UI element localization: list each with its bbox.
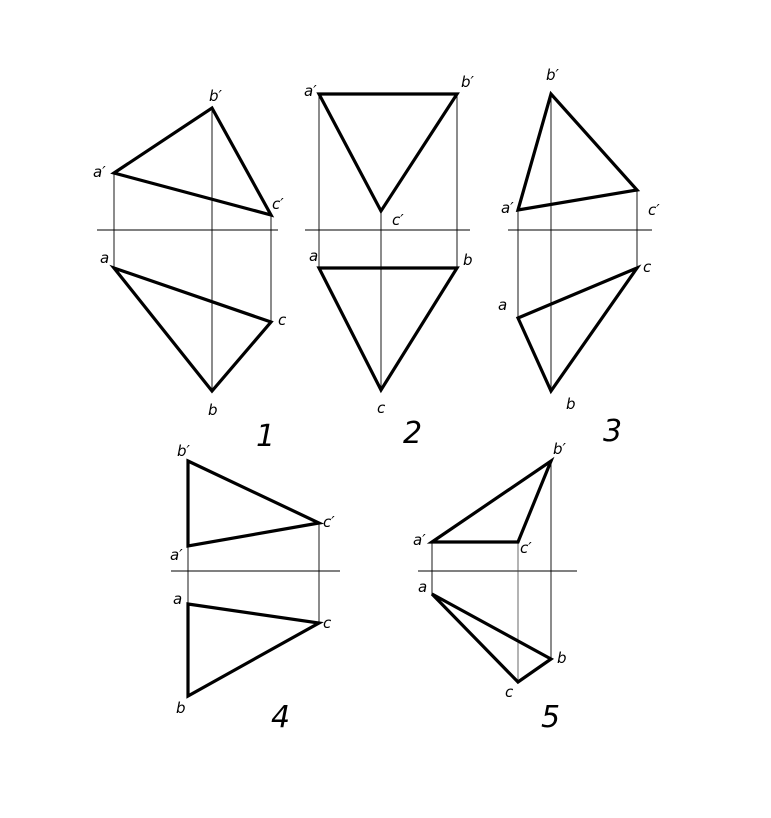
label-b-prime: b′ bbox=[177, 442, 191, 460]
label-a: a bbox=[498, 296, 507, 314]
figure-number: 4 bbox=[271, 700, 290, 735]
label-c: c bbox=[323, 614, 332, 632]
frontal-projection-triangle bbox=[110, 105, 275, 218]
label-b-prime: b′ bbox=[209, 87, 223, 105]
label-b: b bbox=[463, 251, 473, 269]
label-b: b bbox=[208, 401, 218, 419]
label-c: c bbox=[643, 258, 652, 276]
horizontal-projection-triangle bbox=[316, 266, 460, 394]
figure-5: b′ a′ c′ a b c 5 bbox=[413, 440, 577, 735]
horizontal-projection-triangle bbox=[515, 264, 642, 395]
frontal-projection-triangle bbox=[186, 458, 325, 548]
figure-1: a′ b′ c′ a b c 1 bbox=[93, 87, 287, 454]
label-a-prime: a′ bbox=[93, 163, 106, 181]
label-b: b bbox=[557, 649, 567, 667]
figure-number: 2 bbox=[403, 416, 422, 451]
label-a: a bbox=[309, 247, 318, 265]
label-a-prime: a′ bbox=[170, 546, 183, 564]
label-c-prime: c′ bbox=[323, 513, 335, 531]
label-c-prime: c′ bbox=[272, 195, 284, 213]
label-c: c bbox=[278, 311, 287, 329]
label-b: b bbox=[566, 395, 576, 413]
figure-3: a′ b′ c′ a b c 3 bbox=[498, 66, 660, 449]
figure-2: a′ b′ c′ a b c 2 bbox=[304, 73, 475, 451]
label-a: a bbox=[418, 578, 427, 596]
label-c: c bbox=[377, 399, 386, 417]
label-a-prime: a′ bbox=[413, 531, 426, 549]
horizontal-projection-triangle bbox=[430, 592, 555, 685]
label-c-prime: c′ bbox=[392, 211, 404, 229]
label-c-prime: c′ bbox=[520, 539, 532, 557]
figure-4: b′ c′ a′ a c b 4 bbox=[170, 442, 340, 735]
label-a: a bbox=[100, 249, 109, 267]
label-b: b bbox=[176, 699, 186, 717]
figure-number: 1 bbox=[256, 419, 275, 454]
label-c-prime: c′ bbox=[648, 201, 660, 219]
label-a: a bbox=[173, 590, 182, 608]
frontal-projection-triangle bbox=[316, 92, 460, 215]
label-c: c bbox=[505, 683, 514, 701]
frontal-projection-triangle bbox=[515, 90, 641, 212]
horizontal-projection-triangle bbox=[186, 602, 324, 699]
label-b-prime: b′ bbox=[546, 66, 560, 84]
horizontal-projection-triangle bbox=[109, 264, 274, 394]
label-a-prime: a′ bbox=[501, 199, 514, 217]
figure-number: 5 bbox=[541, 700, 560, 735]
figure-number: 3 bbox=[603, 414, 622, 449]
label-b-prime: b′ bbox=[461, 73, 475, 91]
label-b-prime: b′ bbox=[553, 440, 567, 458]
frontal-projection-triangle bbox=[426, 456, 555, 544]
label-a-prime: a′ bbox=[304, 82, 317, 100]
